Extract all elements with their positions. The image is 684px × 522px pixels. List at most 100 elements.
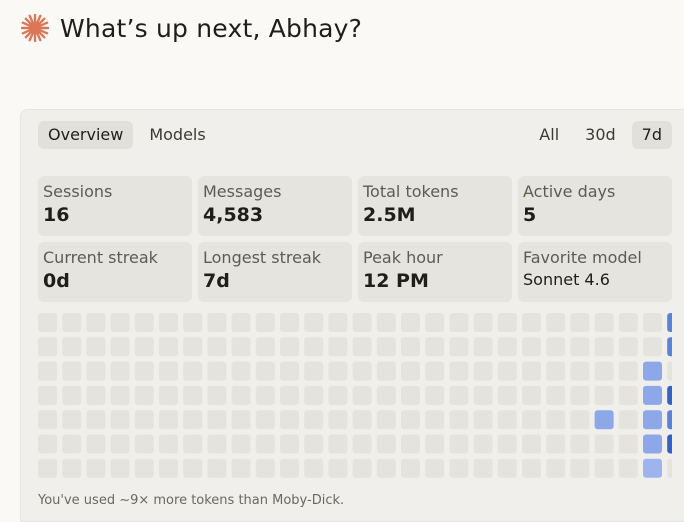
- heatmap-cell[interactable]: [546, 385, 566, 405]
- heatmap-cell[interactable]: [401, 337, 420, 357]
- tab-models[interactable]: Models: [149, 125, 206, 144]
- heatmap-cell[interactable]: [401, 385, 420, 405]
- heatmap-cell[interactable]: [473, 434, 493, 454]
- heatmap-cell[interactable]: [255, 313, 275, 332]
- heatmap-cell[interactable]: [449, 458, 469, 478]
- heatmap-cell[interactable]: [449, 313, 469, 332]
- heatmap-cell[interactable]: [570, 337, 590, 357]
- heatmap-cell[interactable]: [110, 458, 130, 478]
- heatmap-cell[interactable]: [497, 385, 517, 405]
- heatmap-cell[interactable]: [110, 313, 130, 332]
- heatmap-cell[interactable]: [328, 361, 348, 381]
- heatmap-cell[interactable]: [280, 458, 299, 478]
- heatmap-cell[interactable]: [667, 410, 672, 430]
- heatmap-cell[interactable]: [159, 337, 178, 357]
- heatmap-cell[interactable]: [304, 458, 324, 478]
- heatmap-cell[interactable]: [618, 434, 638, 454]
- heatmap-cell[interactable]: [497, 434, 517, 454]
- heatmap-cell[interactable]: [618, 410, 638, 430]
- heatmap-cell[interactable]: [643, 337, 662, 357]
- heatmap-cell[interactable]: [207, 361, 227, 381]
- heatmap-cell[interactable]: [304, 313, 324, 332]
- heatmap-cell[interactable]: [255, 385, 275, 405]
- heatmap-cell[interactable]: [304, 434, 324, 454]
- heatmap-cell[interactable]: [231, 385, 251, 405]
- heatmap-cell[interactable]: [352, 410, 372, 430]
- heatmap-cell[interactable]: [643, 410, 662, 430]
- heatmap-cell[interactable]: [207, 434, 227, 454]
- heatmap-cell[interactable]: [594, 458, 614, 478]
- heatmap-cell[interactable]: [134, 385, 154, 405]
- heatmap-cell[interactable]: [255, 337, 275, 357]
- heatmap-cell[interactable]: [401, 313, 420, 332]
- heatmap-cell[interactable]: [473, 313, 493, 332]
- heatmap-cell[interactable]: [134, 361, 154, 381]
- heatmap-cell[interactable]: [280, 410, 299, 430]
- heatmap-cell[interactable]: [255, 434, 275, 454]
- heatmap-cell[interactable]: [38, 458, 57, 478]
- heatmap-cell[interactable]: [376, 313, 396, 332]
- heatmap-cell[interactable]: [497, 458, 517, 478]
- heatmap-cell[interactable]: [352, 458, 372, 478]
- heatmap-cell[interactable]: [473, 410, 493, 430]
- heatmap-cell[interactable]: [376, 458, 396, 478]
- heatmap-cell[interactable]: [643, 458, 662, 478]
- heatmap-cell[interactable]: [376, 385, 396, 405]
- heatmap-cell[interactable]: [255, 458, 275, 478]
- heatmap-cell[interactable]: [594, 361, 614, 381]
- heatmap-cell[interactable]: [304, 410, 324, 430]
- heatmap-cell[interactable]: [594, 434, 614, 454]
- heatmap-cell[interactable]: [183, 337, 203, 357]
- heatmap-cell[interactable]: [304, 385, 324, 405]
- heatmap-cell[interactable]: [425, 434, 445, 454]
- heatmap-cell[interactable]: [570, 434, 590, 454]
- heatmap-cell[interactable]: [183, 410, 203, 430]
- heatmap-cell[interactable]: [497, 313, 517, 332]
- heatmap-cell[interactable]: [425, 361, 445, 381]
- heatmap-cell[interactable]: [134, 313, 154, 332]
- heatmap-cell[interactable]: [62, 385, 82, 405]
- heatmap-cell[interactable]: [280, 337, 299, 357]
- heatmap-cell[interactable]: [594, 337, 614, 357]
- heatmap-cell[interactable]: [328, 458, 348, 478]
- heatmap-cell[interactable]: [546, 434, 566, 454]
- heatmap-cell[interactable]: [546, 458, 566, 478]
- heatmap-cell[interactable]: [255, 410, 275, 430]
- heatmap-cell[interactable]: [522, 361, 541, 381]
- heatmap-cell[interactable]: [134, 434, 154, 454]
- heatmap-cell[interactable]: [352, 361, 372, 381]
- heatmap-cell[interactable]: [570, 410, 590, 430]
- heatmap-cell[interactable]: [618, 313, 638, 332]
- heatmap-cell[interactable]: [38, 361, 57, 381]
- heatmap-cell[interactable]: [376, 361, 396, 381]
- heatmap-cell[interactable]: [618, 458, 638, 478]
- heatmap-cell[interactable]: [449, 434, 469, 454]
- heatmap-cell[interactable]: [570, 385, 590, 405]
- heatmap-cell[interactable]: [231, 434, 251, 454]
- range-all-button[interactable]: All: [539, 125, 560, 144]
- heatmap-cell[interactable]: [86, 434, 106, 454]
- heatmap-cell[interactable]: [546, 337, 566, 357]
- heatmap-cell[interactable]: [280, 385, 299, 405]
- heatmap-cell[interactable]: [38, 410, 57, 430]
- heatmap-cell[interactable]: [667, 434, 672, 454]
- heatmap-cell[interactable]: [110, 337, 130, 357]
- heatmap-cell[interactable]: [328, 410, 348, 430]
- heatmap-cell[interactable]: [207, 385, 227, 405]
- heatmap-cell[interactable]: [618, 337, 638, 357]
- heatmap-cell[interactable]: [62, 361, 82, 381]
- heatmap-cell[interactable]: [183, 313, 203, 332]
- heatmap-cell[interactable]: [159, 458, 178, 478]
- heatmap-cell[interactable]: [231, 410, 251, 430]
- heatmap-cell[interactable]: [570, 361, 590, 381]
- heatmap-cell[interactable]: [522, 458, 541, 478]
- heatmap-cell[interactable]: [449, 385, 469, 405]
- heatmap-cell[interactable]: [667, 385, 672, 405]
- heatmap-cell[interactable]: [473, 337, 493, 357]
- heatmap-cell[interactable]: [401, 410, 420, 430]
- heatmap-cell[interactable]: [86, 458, 106, 478]
- heatmap-cell[interactable]: [546, 361, 566, 381]
- heatmap-cell[interactable]: [328, 337, 348, 357]
- heatmap-cell[interactable]: [643, 313, 662, 332]
- heatmap-cell[interactable]: [328, 434, 348, 454]
